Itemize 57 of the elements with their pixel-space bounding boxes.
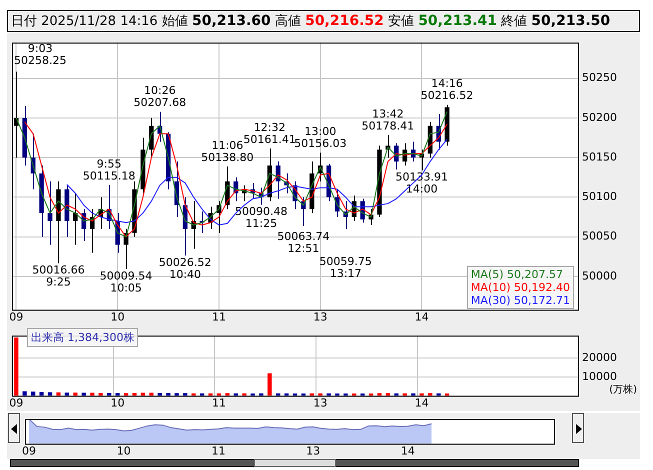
x-tick-label: 11 (211, 444, 226, 458)
x-tick-label: 10 (110, 396, 125, 410)
annotation: 9:03 50258.25 (14, 42, 66, 67)
annotation: 50026.52 10:40 (158, 256, 212, 281)
x-tick-label: 11 (212, 310, 226, 324)
bar (174, 393, 179, 396)
bar (158, 392, 162, 396)
x-tick-label: 11 (212, 396, 226, 410)
y-tick-label: 20000 (582, 351, 617, 364)
y-tick-label: 50200 (582, 110, 617, 124)
y-tick-label: 50050 (582, 230, 617, 243)
annotation: 14:16 50216.52 (420, 77, 474, 102)
y-axis-title: (万株) (609, 383, 638, 396)
annotation: 50009.54 10:05 (100, 269, 152, 294)
x-tick-label: 13 (313, 310, 328, 324)
annotation: 13:42 50178.41 (362, 107, 414, 132)
bar (22, 391, 27, 396)
y-tick-label: 50150 (582, 150, 617, 164)
bar (268, 373, 272, 396)
y-tick-label: 50250 (582, 71, 617, 84)
annotation: 出来高 1,384,300株 (27, 328, 138, 347)
bar (48, 392, 52, 396)
bar (107, 392, 112, 396)
x-tick-label: 09 (9, 310, 24, 324)
x-tick-label: 14 (414, 396, 429, 410)
x-tick-label: 09 (22, 444, 36, 458)
candlestick (48, 180, 52, 246)
annotation: 50059.75 13:17 (319, 255, 372, 280)
x-tick-label: 10 (116, 444, 131, 458)
x-tick-label: 10 (110, 310, 125, 324)
text: MA(5) 50,207.57 (470, 268, 564, 281)
annotation: 10:26 50207.68 (134, 84, 186, 110)
annotation: 9:55 50115.18 (82, 158, 136, 183)
text: MA(30) 50,172.71 (470, 294, 570, 307)
x-tick-label: 09 (9, 396, 24, 410)
bar (183, 393, 188, 396)
y-tick-label: 50100 (582, 190, 617, 204)
y-tick-label: 10000 (582, 370, 617, 383)
annotation: 50016.66 9:25 (32, 264, 85, 289)
annotation: 50063.74 12:51 (277, 230, 330, 256)
annotation: 12:32 50161.41 (243, 120, 296, 146)
bar (14, 337, 18, 396)
x-tick-label: 13 (313, 396, 328, 410)
bar (31, 392, 36, 396)
bar (166, 392, 170, 396)
x-tick-label: 14 (400, 444, 415, 458)
annotation: 50090.48 11:25 (234, 205, 288, 230)
bar (98, 392, 103, 396)
chart-title: 日付 2025/11/28 14:16 始値 50,213.60 高値 50,216.52 安値 50,213.41 終値 50,213.50 (11, 13, 610, 29)
x-tick-label: 14 (414, 310, 429, 324)
bar (428, 393, 432, 396)
annotation: 13:00 50156.03 (294, 125, 347, 150)
bar (73, 392, 78, 396)
text: MA(10) 50,192.40 (470, 281, 570, 294)
bar (124, 393, 128, 396)
y-tick-label: 50000 (582, 269, 617, 282)
x-tick-label: 13 (306, 444, 320, 458)
